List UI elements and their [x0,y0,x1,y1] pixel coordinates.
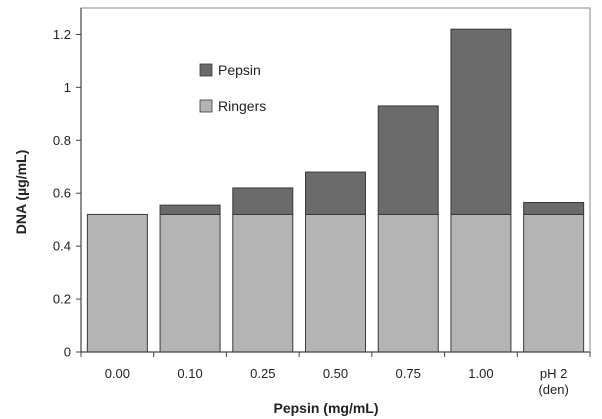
y-tick-label: 1 [64,80,71,95]
bar-pepsin [305,171,366,215]
y-tick-label: 0.2 [53,292,71,307]
bar-pepsin [377,105,439,215]
bar-ringers [232,213,294,353]
legend-label-pepsin: Pepsin [218,62,261,78]
x-tick-label: 0.50 [323,366,348,381]
legend: Pepsin Ringers [199,62,266,114]
bar-ringers [159,213,221,353]
bar-ringers [377,213,439,353]
legend-swatch-pepsin [199,63,213,77]
y-tick-label: 0.8 [53,133,71,148]
x-tick-label: 0.25 [250,366,275,381]
x-axis: 0.00 0.10 0.25 0.50 0.75 1.00 pH 2 (den) [80,351,591,397]
x-tick-label: 0.75 [396,366,421,381]
bar-ringers [450,213,512,353]
x-axis-title: Pepsin (mg/mL) [273,400,378,416]
legend-label-ringers: Ringers [218,98,266,114]
x-tick-label: 0.00 [105,366,130,381]
y-tick-label: 0.6 [53,186,71,201]
bar-pepsin [232,187,294,215]
y-tick-label: 1.2 [53,27,71,42]
x-tick-label: 1.00 [468,366,493,381]
bars-group [86,28,585,353]
bar-pepsin [159,204,221,215]
bar-ringers [523,213,585,353]
bar-pepsin [523,201,585,215]
x-tick-label: pH 2 (den) [538,366,568,397]
bar-ringers [305,213,366,353]
y-axis-title: DNA (µg/mL) [13,150,29,235]
bar-ringers [86,213,148,353]
y-tick-label: 0 [64,345,71,360]
y-axis: 0 0.2 0.4 0.6 0.8 1 1.2 [53,8,82,360]
bar-pepsin [450,28,512,215]
y-tick-label: 0.4 [53,239,71,254]
x-tick-label: 0.10 [177,366,202,381]
legend-swatch-ringers [199,99,213,113]
